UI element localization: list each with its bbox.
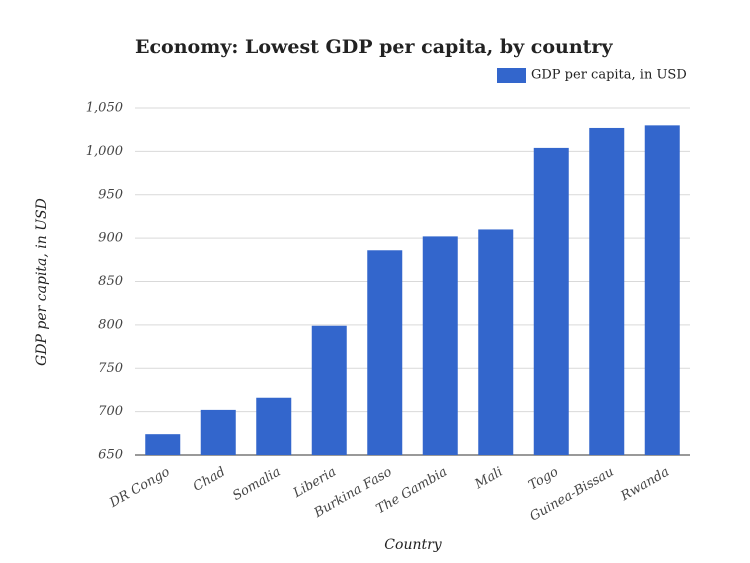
bar: [145, 434, 181, 455]
y-tick-label: 850: [98, 274, 123, 289]
x-tick-label: Mali: [472, 465, 506, 493]
chart-title: Economy: Lowest GDP per capita, by count…: [135, 36, 613, 58]
y-tick-label: 900: [98, 231, 123, 246]
bar: [256, 397, 292, 455]
bar: [644, 125, 680, 455]
legend-swatch: [497, 68, 526, 83]
x-tick-label: Somalia: [230, 465, 283, 504]
bar: [311, 325, 347, 455]
bar: [533, 147, 569, 455]
bar: [200, 409, 236, 455]
y-tick-label: 800: [98, 317, 123, 332]
x-tick-label: Togo: [526, 464, 561, 493]
x-tick-label: Rwanda: [618, 465, 672, 505]
y-tick-label: 650: [98, 448, 123, 463]
y-tick-label: 750: [98, 361, 123, 376]
y-tick-label: 700: [98, 404, 123, 419]
y-tick-label: 1,050: [86, 101, 123, 116]
x-tick-label: DR Congo: [106, 464, 172, 511]
bar: [589, 127, 625, 455]
x-axis-label: Country: [384, 537, 442, 553]
y-tick-label: 1,000: [86, 144, 123, 159]
bar: [422, 236, 458, 455]
y-tick-label: 950: [98, 187, 123, 202]
legend-label: GDP per capita, in USD: [531, 68, 687, 83]
y-axis-label: GDP per capita, in USD: [34, 198, 50, 366]
bar: [478, 229, 514, 455]
bar: [367, 250, 403, 455]
x-tick-label: Chad: [191, 465, 228, 495]
